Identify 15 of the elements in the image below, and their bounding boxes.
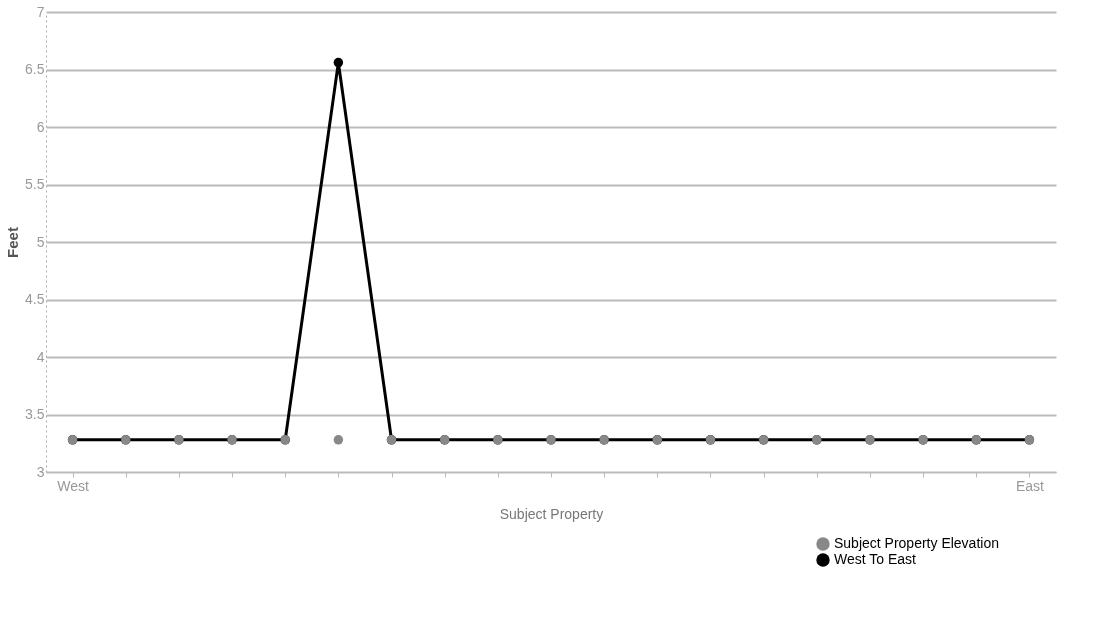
y-tick-label: 3 [36, 463, 45, 480]
legend-label: Subject Property Elevation [834, 535, 999, 551]
y-tick-label: 6 [36, 118, 45, 135]
y-tick-label: 4.5 [25, 291, 45, 307]
y-tick-label: 7 [36, 3, 45, 20]
y-tick-label: 3.5 [25, 406, 45, 422]
y-tick-label: 5.5 [25, 176, 45, 192]
y-tick-label: 4 [36, 348, 45, 365]
y-tick-label: 5 [36, 233, 45, 250]
x-axis-title: Subject Property [499, 505, 604, 522]
x-tick-label: West [57, 477, 90, 494]
legend-label: West To East [834, 551, 917, 567]
y-tick-label: 6.5 [25, 61, 45, 77]
y-axis-title: Feet [4, 227, 22, 258]
x-tick-label: East [1015, 477, 1045, 494]
